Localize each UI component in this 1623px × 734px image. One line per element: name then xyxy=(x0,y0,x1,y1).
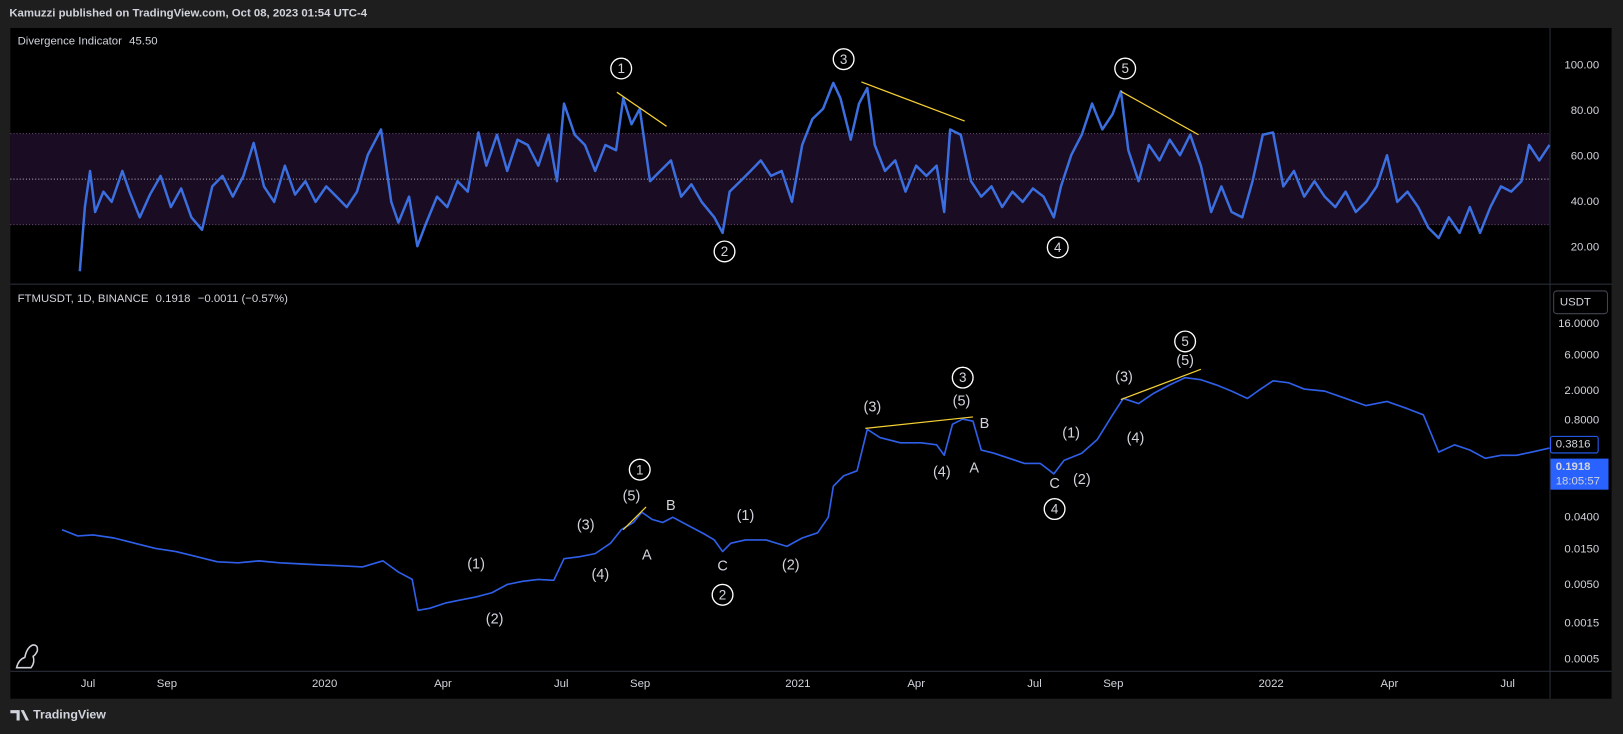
wave-circle xyxy=(832,48,855,71)
wave-circle xyxy=(1043,498,1066,521)
wave-label: (5) xyxy=(1176,353,1194,369)
wave-circle xyxy=(1114,57,1137,80)
brand-name: TradingView xyxy=(33,708,106,722)
legend-title: FTMUSDT, 1D, BINANCE xyxy=(18,293,149,305)
y-tick-label: 16.0000 xyxy=(1558,318,1599,330)
logo xyxy=(10,710,29,721)
watermark-icon xyxy=(15,644,39,669)
wave-label: (2) xyxy=(1073,472,1091,488)
x-tick-label: Apr xyxy=(434,678,452,690)
legend-last-value: 45.50 xyxy=(129,35,157,47)
x-tick-label: Jul xyxy=(1500,678,1515,690)
wave-label: (1) xyxy=(1062,425,1080,441)
y-tick-label: 80.00 xyxy=(1571,105,1599,117)
price-line xyxy=(61,376,1550,612)
wave-circle xyxy=(713,240,736,263)
y-tick-label: 6.0000 xyxy=(1564,350,1599,362)
y-tick-label: 0.0015 xyxy=(1564,618,1599,630)
wave-label: A xyxy=(969,460,979,476)
wave-label: (3) xyxy=(1115,369,1133,385)
wave-label: 5 xyxy=(1181,334,1188,349)
wave-label: (2) xyxy=(486,611,504,627)
y-tick-label: 40.00 xyxy=(1571,196,1599,208)
wave-label: 2 xyxy=(721,244,728,259)
wave-label: B xyxy=(666,498,676,514)
wave-label: 3 xyxy=(959,370,966,385)
wave-label: (3) xyxy=(577,517,595,533)
wave-label: (4) xyxy=(1127,431,1145,447)
x-tick-label: 2022 xyxy=(1258,678,1283,690)
x-tick-label: 2021 xyxy=(785,678,810,690)
wave-label: (4) xyxy=(933,465,951,481)
wave-circle xyxy=(628,458,651,481)
wave-label: C xyxy=(717,559,727,575)
y-tick-label: 20.00 xyxy=(1571,241,1599,253)
y-tick-label: 0.8000 xyxy=(1564,415,1599,427)
price-tag-label: 0.1918 xyxy=(1556,461,1591,473)
x-tick-label: Sep xyxy=(630,678,650,690)
wave-label: B xyxy=(980,416,990,432)
wave-label: 4 xyxy=(1054,240,1062,255)
legend-last-price: 0.1918 xyxy=(156,293,191,305)
y-tick-label: 2.0000 xyxy=(1564,385,1599,397)
legend-title: Divergence Indicator xyxy=(18,35,123,47)
currency-label: USDT xyxy=(1560,296,1591,308)
price-tag xyxy=(1550,435,1599,454)
y-tick-label: 0.0150 xyxy=(1564,543,1599,555)
logo-mark xyxy=(10,710,29,721)
wave-label: C xyxy=(1049,476,1059,492)
trend-line xyxy=(622,506,647,531)
wave-circle xyxy=(951,366,974,389)
x-tick-label: Sep xyxy=(1103,678,1123,690)
price-line xyxy=(78,81,1551,272)
wave-label: 4 xyxy=(1051,502,1059,517)
wave-label: 5 xyxy=(1121,61,1128,76)
trend-line xyxy=(865,416,974,429)
y-tick-label: 0.0005 xyxy=(1564,653,1599,665)
legend-change: −0.0011 (−0.57%) xyxy=(198,293,288,305)
wave-label: 2 xyxy=(719,587,726,602)
x-tick-label: Jul xyxy=(1027,678,1042,690)
publish-info: Kamuzzi published on TradingView.com, Oc… xyxy=(9,8,367,20)
trend-line xyxy=(1120,90,1199,136)
wave-label: 3 xyxy=(840,52,847,67)
wave-circle xyxy=(1046,236,1069,259)
wave-label: (3) xyxy=(864,399,882,415)
wave-label: A xyxy=(642,548,652,564)
countdown: 18:05:57 xyxy=(1556,475,1600,487)
x-tick-label: Jul xyxy=(81,678,96,690)
chart-area xyxy=(10,28,1612,699)
y-tick-label: 0.0050 xyxy=(1564,579,1599,591)
wave-label: 1 xyxy=(636,462,643,477)
x-tick-label: 2020 xyxy=(312,678,337,690)
wave-label: (1) xyxy=(737,508,755,524)
trend-line xyxy=(1120,368,1202,401)
x-tick-label: Apr xyxy=(1381,678,1399,690)
y-tick-label: 0.0400 xyxy=(1564,512,1599,524)
price-tag xyxy=(1550,458,1609,490)
x-tick-label: Apr xyxy=(907,678,925,690)
y-tick-label: 60.00 xyxy=(1571,150,1599,162)
price-tag-label: 0.3816 xyxy=(1556,439,1591,451)
wave-circle xyxy=(1174,330,1197,353)
currency-button xyxy=(1553,290,1608,315)
wave-label: (5) xyxy=(953,393,971,409)
wave-label: (5) xyxy=(623,488,641,504)
trend-line xyxy=(861,81,965,122)
wave-label: (4) xyxy=(591,567,609,583)
y-tick-label: 100.00 xyxy=(1564,59,1599,71)
wave-label: (1) xyxy=(467,557,485,573)
x-tick-label: Sep xyxy=(157,678,177,690)
wave-circle xyxy=(711,583,734,606)
wave-circle xyxy=(610,57,633,80)
trend-line xyxy=(616,91,667,127)
wave-label: (2) xyxy=(782,558,800,574)
wave-label: 1 xyxy=(617,61,624,76)
x-tick-label: Jul xyxy=(554,678,569,690)
